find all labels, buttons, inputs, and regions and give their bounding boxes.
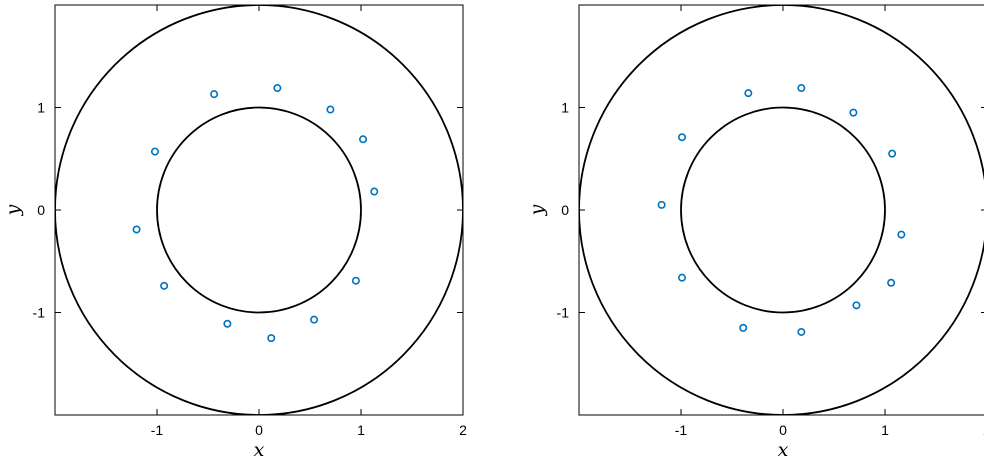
x-tick-label: 0 — [779, 422, 787, 438]
data-point — [888, 149, 897, 158]
x-tick-label: -1 — [675, 422, 688, 438]
data-point — [150, 147, 159, 156]
plot-area — [55, 5, 463, 415]
inner-circle — [680, 106, 886, 314]
plot-area — [579, 5, 984, 415]
data-point — [326, 105, 335, 114]
y-axis-label: y — [526, 204, 548, 216]
x-tick-label: 2 — [459, 422, 467, 438]
y-tick-label: 1 — [561, 100, 569, 116]
data-point — [223, 319, 232, 328]
x-tick-label: -1 — [151, 422, 164, 438]
data-point — [657, 200, 666, 209]
x-axis-label: x — [778, 439, 789, 461]
y-tick-label: 1 — [37, 100, 45, 116]
data-point — [132, 225, 141, 234]
boundary-circles — [55, 5, 463, 415]
data-point — [210, 90, 219, 99]
data-point — [351, 276, 360, 285]
data-point — [370, 187, 379, 196]
y-tick-label: 0 — [37, 202, 45, 218]
data-point — [160, 281, 169, 290]
data-point — [744, 89, 753, 98]
data-point — [359, 135, 368, 144]
x-axis-label: x — [254, 439, 265, 461]
y-axis-label: y — [2, 204, 24, 216]
x-tick-label: 1 — [357, 422, 365, 438]
data-point — [887, 278, 896, 287]
data-point — [310, 315, 319, 324]
data-point — [849, 108, 858, 117]
data-point — [273, 84, 282, 93]
data-point — [678, 133, 687, 142]
inner-circle — [156, 106, 362, 314]
y-tick-label: 0 — [561, 202, 569, 218]
boundary-circles — [579, 5, 984, 415]
y-tick-label: -1 — [557, 305, 570, 321]
y-tick-label: -1 — [33, 305, 46, 321]
data-point — [739, 323, 748, 332]
data-point — [852, 301, 861, 310]
x-tick-label: 1 — [881, 422, 889, 438]
data-point — [797, 327, 806, 336]
data-point — [897, 230, 906, 239]
x-tick-label: 0 — [255, 422, 263, 438]
data-point — [678, 273, 687, 282]
chart-panel-1: -1 0 1 2 -1 0 1 x y — [2, 4, 467, 461]
data-point — [797, 84, 806, 93]
data-point — [267, 334, 276, 343]
